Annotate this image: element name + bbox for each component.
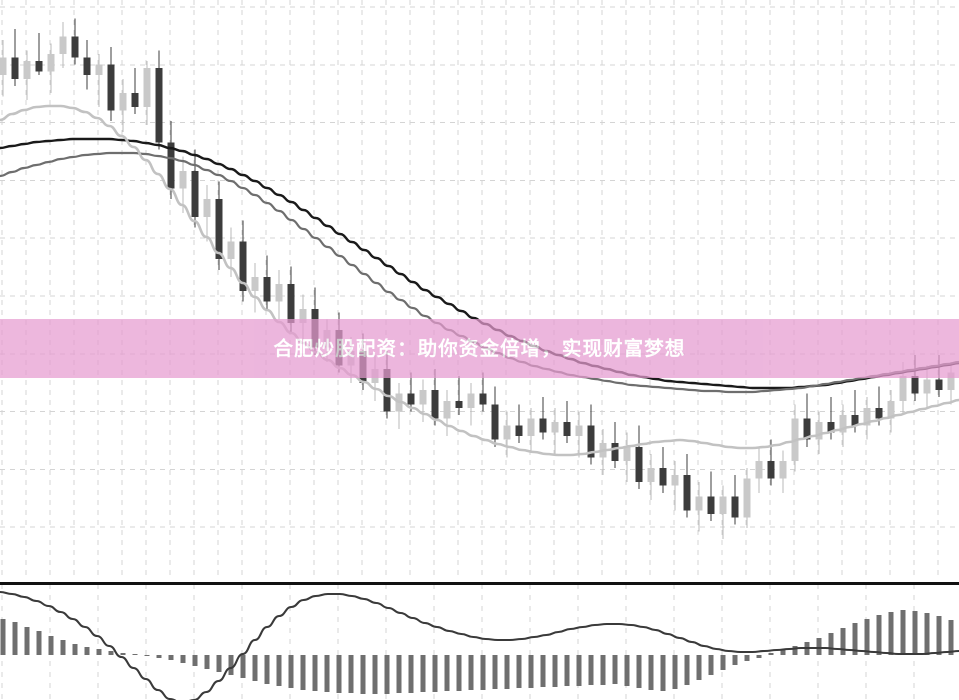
macd-signal-line [0, 590, 959, 700]
ma-fast [0, 104, 959, 457]
promo-banner-text: 合肥炒股配资：助你资金倍增，实现财富梦想 [273, 336, 686, 360]
promo-banner[interactable]: 合肥炒股配资：助你资金倍增，实现财富梦想 [0, 319, 959, 378]
panel-divider [0, 582, 959, 585]
macd-histogram [0, 610, 954, 694]
